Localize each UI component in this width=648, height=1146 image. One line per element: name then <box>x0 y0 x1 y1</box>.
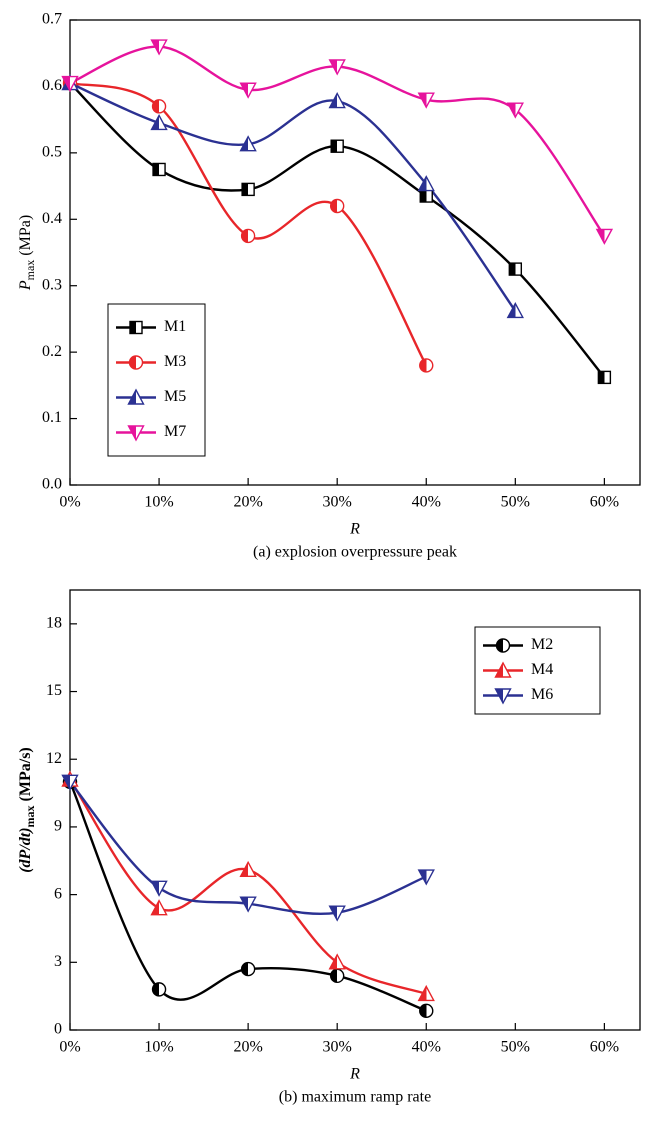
legend-label: M6 <box>531 686 553 703</box>
x-tick-label: 10% <box>144 1039 173 1056</box>
marker <box>417 869 435 886</box>
marker <box>506 102 524 119</box>
marker <box>127 425 145 442</box>
marker <box>127 388 145 405</box>
marker <box>597 370 612 385</box>
y-axis-label: Pmax (MPa) <box>17 215 37 291</box>
legend-label: M5 <box>164 388 186 405</box>
marker <box>239 135 257 152</box>
marker <box>239 860 257 877</box>
y-tick-label: 12 <box>46 750 62 767</box>
y-tick-label: 0.4 <box>42 210 62 227</box>
x-tick-label: 30% <box>323 494 352 511</box>
marker <box>506 301 524 319</box>
x-tick-label: 60% <box>590 1039 619 1056</box>
legend-label: M3 <box>164 353 186 370</box>
marker <box>240 961 256 977</box>
legend-label: M4 <box>531 661 553 678</box>
legend-label: M1 <box>164 318 186 335</box>
series-line <box>69 81 428 367</box>
marker <box>328 953 346 970</box>
x-tick-label: 20% <box>233 1039 262 1056</box>
marker <box>239 896 257 913</box>
marker <box>128 355 144 370</box>
plot-frame <box>69 589 641 1031</box>
x-tick-label: 0% <box>59 1039 80 1056</box>
y-tick-label: 0 <box>54 1021 62 1038</box>
series-line <box>69 82 517 312</box>
y-tick-label: 0.5 <box>42 144 62 161</box>
marker <box>61 75 79 93</box>
marker <box>150 113 168 131</box>
y-tick-label: 0.2 <box>42 343 62 360</box>
series-line <box>68 781 427 1012</box>
marker <box>495 638 511 653</box>
marker <box>241 182 255 197</box>
y-tick-label: 0.1 <box>42 409 62 426</box>
x-tick-label: 60% <box>590 494 619 511</box>
marker <box>150 899 168 916</box>
y-tick-label: 6 <box>54 885 62 902</box>
marker <box>330 139 344 153</box>
x-axis-label: R <box>349 1066 360 1083</box>
x-tick-label: 30% <box>323 1039 352 1056</box>
marker <box>239 82 257 99</box>
marker <box>419 189 433 203</box>
marker <box>150 39 168 56</box>
marker <box>240 228 256 244</box>
marker <box>152 162 166 177</box>
marker <box>494 688 512 705</box>
x-axis-label: R <box>349 521 360 538</box>
marker <box>595 228 614 245</box>
marker <box>508 262 523 276</box>
marker <box>328 59 346 76</box>
y-tick-label: 3 <box>54 953 62 970</box>
marker <box>419 1003 434 1019</box>
x-tick-label: 50% <box>501 1039 530 1056</box>
x-tick-label: 20% <box>233 494 262 511</box>
plot-frame <box>69 19 641 486</box>
marker <box>129 320 143 335</box>
marker <box>151 99 167 114</box>
x-tick-label: 0% <box>59 494 80 511</box>
legend-label: M2 <box>531 636 553 653</box>
legend-box <box>107 303 206 457</box>
x-tick-label: 50% <box>501 494 530 511</box>
marker <box>150 880 168 897</box>
series-line <box>69 781 427 916</box>
marker <box>328 905 346 922</box>
marker <box>151 982 167 997</box>
series-line <box>69 778 427 996</box>
x-tick-label: 40% <box>412 494 441 511</box>
marker <box>61 774 79 791</box>
y-tick-label: 0.3 <box>42 276 62 293</box>
y-tick-label: 0.6 <box>42 77 62 94</box>
x-tick-label: 10% <box>144 494 173 511</box>
legend-label: M7 <box>164 423 186 440</box>
y-axis-label: (dP/dt)max (MPa/s) <box>17 747 37 873</box>
y-tick-label: 18 <box>46 615 62 632</box>
y-tick-label: 0.7 <box>42 11 62 28</box>
marker <box>419 358 434 373</box>
marker <box>417 984 435 1002</box>
x-tick-label: 40% <box>412 1039 441 1056</box>
caption: (b) maximum ramp rate <box>279 1089 431 1106</box>
y-tick-label: 0.0 <box>42 476 62 493</box>
marker <box>417 175 435 192</box>
caption: (a) explosion overpressure peak <box>253 544 457 561</box>
marker <box>329 968 345 984</box>
marker <box>329 198 345 214</box>
y-tick-label: 15 <box>46 682 62 699</box>
marker <box>417 92 435 109</box>
marker <box>328 92 346 109</box>
marker <box>494 661 512 678</box>
y-tick-label: 9 <box>54 818 62 835</box>
